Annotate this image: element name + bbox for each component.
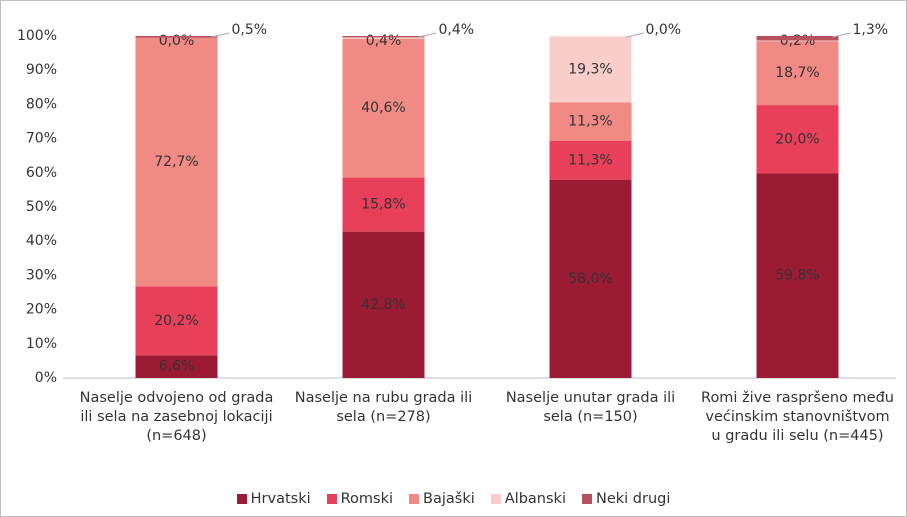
bar-segment — [756, 40, 839, 42]
y-tick-label: 40% — [26, 233, 57, 249]
legend: Hrvatski Romski Bajaški Albanski Neki drugi — [1, 491, 906, 507]
legend-swatch — [409, 494, 420, 504]
x-tick-label: Romi žive raspršeno među većinskim stano… — [701, 390, 894, 444]
bar-segment — [342, 231, 425, 378]
legend-swatch — [236, 494, 247, 504]
bar-segment — [342, 36, 425, 38]
legend-item: Albanski — [490, 491, 566, 507]
x-tick-label: Naselje unutar grada ili sela (n=150) — [505, 390, 676, 425]
bar-segment — [756, 41, 839, 106]
bar-segment — [342, 37, 425, 39]
legend-label: Romski — [340, 491, 394, 507]
data-label: 72,7% — [154, 154, 198, 170]
data-label: 0,0% — [646, 22, 682, 38]
legend-item: Bajaški — [409, 491, 475, 507]
bar-segment — [342, 38, 425, 178]
bar-segment — [756, 36, 839, 41]
data-label: 0,0% — [159, 33, 195, 49]
data-label: 20,0% — [775, 131, 819, 147]
x-tick-label: Naselje na rubu grada ili sela (n=278) — [294, 390, 473, 425]
legend-swatch — [326, 494, 337, 504]
leader-line — [625, 32, 644, 38]
data-label: 11,3% — [568, 114, 612, 130]
data-label: 42,8% — [361, 297, 405, 313]
bar-segment — [756, 105, 839, 174]
bar-segment — [135, 286, 218, 356]
leader-line — [832, 32, 851, 38]
legend-swatch — [581, 494, 592, 504]
bar-segment — [549, 102, 632, 141]
data-label: 0,4% — [366, 33, 402, 49]
bar-segment — [549, 36, 632, 103]
legend-swatch — [490, 494, 501, 504]
bar-segment — [342, 177, 425, 232]
data-label: 15,8% — [361, 197, 405, 213]
data-label: 19,3% — [568, 61, 612, 77]
data-label: 6,6% — [159, 359, 195, 375]
data-label: 20,2% — [154, 313, 198, 329]
legend-item: Hrvatski — [236, 491, 311, 507]
y-tick-label: 90% — [26, 62, 57, 78]
y-tick-label: 0% — [35, 370, 57, 386]
bar-segment — [756, 173, 839, 378]
y-tick-label: 50% — [26, 199, 57, 215]
legend-label: Neki drugi — [595, 491, 671, 507]
leader-line — [211, 32, 230, 38]
legend-label: Albanski — [504, 491, 566, 507]
y-tick-label: 20% — [26, 302, 57, 318]
legend-item: Romski — [326, 491, 394, 507]
leader-line — [418, 32, 437, 38]
bar-segment — [135, 37, 218, 287]
data-label: 11,3% — [568, 152, 612, 168]
bar-segment — [135, 36, 218, 38]
y-tick-label: 70% — [26, 131, 57, 147]
bar-segment — [135, 355, 218, 378]
data-label: 40,6% — [361, 100, 405, 116]
data-label: 18,7% — [775, 65, 819, 81]
bar-segment — [549, 140, 632, 180]
data-label: 59,8% — [775, 268, 819, 284]
x-tick-label: Naselje odvojeno od grada ili sela na za… — [79, 390, 274, 444]
data-label: 58,0% — [568, 271, 612, 287]
y-tick-label: 10% — [26, 336, 57, 352]
data-label: 0,2% — [780, 33, 816, 49]
bar-segment — [549, 179, 632, 378]
y-tick-label: 80% — [26, 96, 57, 112]
data-label: 1,3% — [853, 22, 889, 38]
data-label: 0,5% — [232, 22, 268, 38]
y-tick-label: 30% — [26, 267, 57, 283]
legend-label: Bajaški — [423, 491, 475, 507]
data-label: 0,4% — [439, 22, 475, 38]
y-tick-label: 60% — [26, 165, 57, 181]
legend-item: Neki drugi — [581, 491, 671, 507]
legend-label: Hrvatski — [250, 491, 311, 507]
y-tick-label: 100% — [17, 28, 57, 44]
